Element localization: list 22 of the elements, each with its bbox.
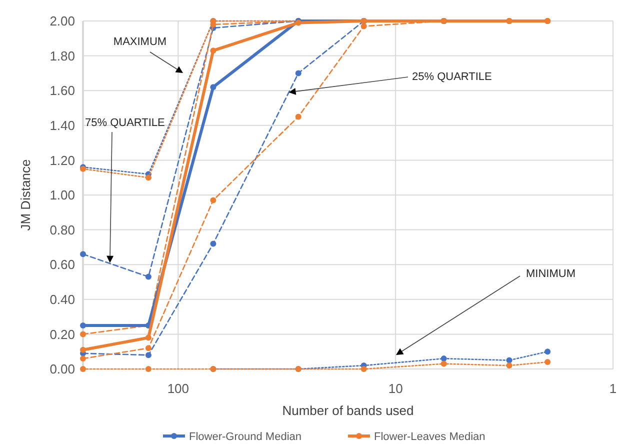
annotation: 25% QUARTILE	[412, 71, 492, 83]
y-axis-title: JM Distance	[18, 159, 33, 231]
y-tick-label: 1.80	[50, 48, 75, 64]
x-tick-label: 10	[388, 381, 403, 396]
y-tick-label: 0.20	[50, 326, 75, 342]
annotation: MAXIMUM	[113, 36, 167, 48]
y-tick-label: 1.60	[50, 83, 75, 98]
y-tick-label: 1.40	[50, 118, 75, 133]
x-tick-label: 100	[167, 381, 190, 396]
y-tick-label: 1.20	[50, 152, 75, 168]
y-tick-label: 0.40	[50, 292, 75, 307]
annotation: MINIMUM	[526, 268, 576, 280]
y-tick-label: 2.00	[50, 14, 75, 29]
y-tick-label: 0.60	[50, 257, 75, 272]
legend-label: Flower-Leaves Median	[374, 430, 486, 443]
annotation: 75% QUARTILE	[85, 117, 165, 129]
y-tick-label: 0.80	[50, 222, 75, 238]
y-tick-label: 1.00	[50, 188, 75, 203]
legend-label: Flower-Ground Median	[189, 430, 302, 443]
y-tick-label: 0.00	[50, 362, 75, 377]
x-tick-label: 1	[609, 381, 617, 396]
x-axis-title: Number of bands used	[282, 403, 414, 418]
